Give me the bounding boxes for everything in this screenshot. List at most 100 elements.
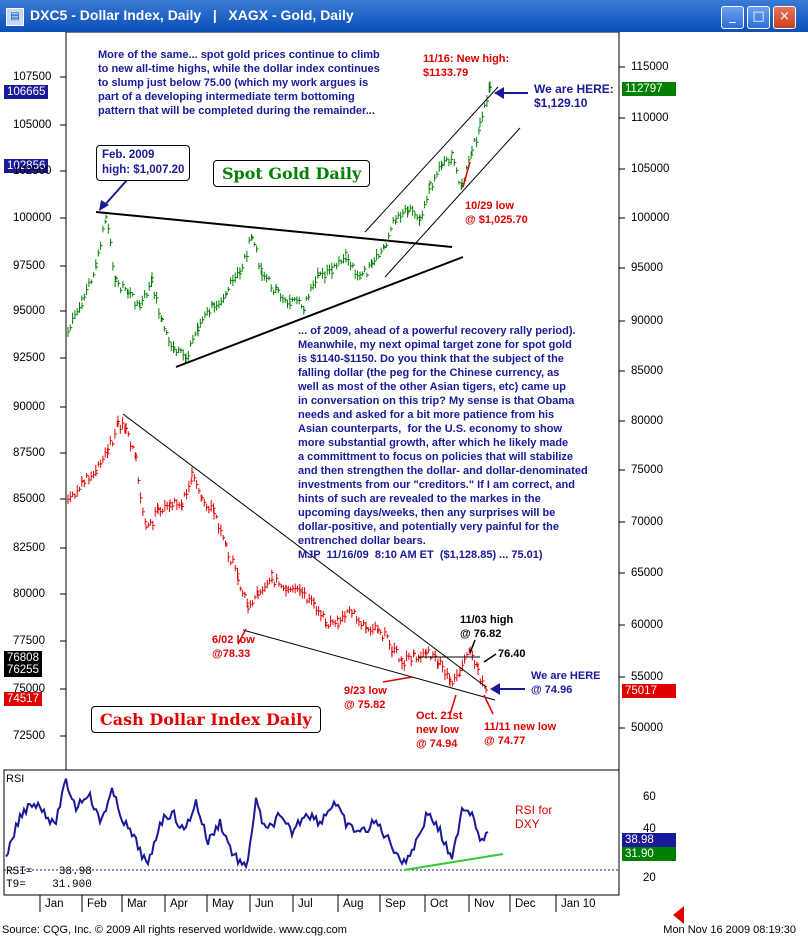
left-axis-tick-label: 80000	[13, 588, 45, 600]
minimize-button[interactable]: _	[721, 6, 744, 29]
left-badge-dxy-high: 76808	[4, 651, 42, 665]
chart-canvas	[3, 31, 684, 924]
oct21-pointer	[449, 694, 457, 715]
oct29-pointer	[462, 161, 471, 188]
app-icon: ▤	[6, 8, 24, 26]
left-axis-tick-label: 102500	[13, 165, 52, 177]
annotation-jun02-low: 6/02 low @78.33	[212, 634, 255, 660]
right-badge-dxy-last: 75017	[622, 684, 676, 698]
right-badge-gold-last: 112797	[622, 82, 676, 96]
annotation-gold-here: We are HERE: $1,129.10	[534, 82, 614, 110]
label-cash-dollar-index: Cash Dollar Index Daily	[91, 706, 321, 733]
right-axis-tick-label: 110000	[631, 112, 669, 124]
dxy-support-line	[242, 629, 496, 701]
left-axis	[60, 76, 66, 737]
sep23-pointer	[382, 676, 413, 683]
month-label: Jan 10	[561, 898, 596, 910]
rsi-divergence-line	[403, 853, 504, 871]
nov03-pointer	[469, 639, 476, 654]
right-axis-tick-label: 70000	[631, 516, 663, 528]
commentary-top: More of the same... spot gold prices con…	[98, 49, 380, 117]
right-axis-tick-label: 105000	[631, 163, 670, 175]
annotation-nov03-high: 11/03 high @ 76.82	[460, 614, 514, 640]
left-axis-tick-label: 100000	[13, 212, 52, 224]
month-label: Apr	[170, 898, 188, 910]
month-label: Oct	[430, 898, 448, 910]
chart-area: 106665 102856 76808 76255 74517 112797 7…	[0, 31, 808, 936]
left-axis-tick-label: 87500	[13, 447, 45, 459]
right-axis-tick-label: 55000	[631, 671, 663, 683]
right-axis-tick-label: 75000	[631, 464, 663, 476]
left-axis-tick-label: 72500	[13, 730, 45, 742]
right-axis-tick-label: 85000	[631, 365, 663, 377]
commentary-middle: ... of 2009, ahead of a powerful recover…	[298, 325, 588, 561]
rsi-readout-t9: T9= 31.900	[6, 879, 92, 891]
left-badge-gold-low: 102856	[4, 159, 49, 173]
feb-high-arrow	[102, 179, 128, 208]
month-label: Jul	[298, 898, 313, 910]
left-axis-tick-label: 97500	[13, 260, 45, 272]
gold-resistance-trendline	[95, 211, 453, 248]
rsi-badge-avg: 31.90	[622, 847, 676, 861]
right-axis-tick-label: 90000	[631, 315, 663, 327]
annotation-feb-high: Feb. 2009 high: $1,007.20	[96, 145, 191, 181]
month-label: Aug	[343, 898, 364, 910]
left-axis-tick-label: 95000	[13, 305, 45, 317]
dollar-index-series	[67, 415, 488, 693]
left-axis-tick-label: 85000	[13, 493, 45, 505]
gold-channel-upper	[364, 86, 499, 233]
left-axis-tick-label: 92500	[13, 352, 45, 364]
title-bar: ▤ DXC5 - Dollar Index, Daily | XAGX - Go…	[0, 0, 808, 32]
month-label: Feb	[87, 898, 107, 910]
rsi-readout-value: RSI= 38.98	[6, 866, 92, 878]
right-axis-tick-label: 100000	[631, 212, 670, 224]
left-axis-tick-label: 105000	[13, 119, 52, 131]
rsi-tick-20: 20	[643, 872, 656, 884]
rsi-polyline	[5, 778, 489, 870]
left-axis-tick-label: 82500	[13, 542, 45, 554]
rsi-tick-60: 60	[643, 791, 656, 803]
month-label: Jun	[255, 898, 274, 910]
maximize-button[interactable]: □	[747, 6, 770, 29]
gold-here-arrowhead	[494, 87, 504, 99]
left-axis-tick-label: 77500	[13, 635, 45, 647]
rsi-panel	[3, 769, 620, 896]
time-axis	[39, 895, 557, 912]
right-axis-tick-label: 95000	[631, 262, 663, 274]
close-button[interactable]: ×	[773, 6, 796, 29]
left-axis-tick-label: 107500	[13, 71, 52, 83]
rsi-panel-title: RSI	[6, 773, 25, 785]
annotation-dxy-here: We are HERE @ 74.96	[531, 670, 601, 696]
month-label: Mar	[127, 898, 147, 910]
right-axis-tick-label: 50000	[631, 722, 663, 734]
rsi-line	[5, 778, 489, 870]
rsi-tick-40: 40	[643, 823, 656, 835]
month-label: Jan	[45, 898, 64, 910]
annotation-nov11-low: 11/11 new low @ 74.77	[484, 721, 557, 747]
right-axis-tick-label: 80000	[631, 415, 663, 427]
jun02-pointer	[237, 628, 247, 645]
month-label: May	[212, 898, 234, 910]
footer-timestamp: Mon Nov 16 2009 08:19:30	[663, 924, 796, 936]
nov11-pointer	[483, 694, 494, 715]
scroll-left-icon[interactable]	[673, 906, 684, 924]
7640-pointer	[483, 653, 497, 663]
left-badge-dxy-last: 74517	[4, 692, 42, 706]
annotation-oct29-low: 10/29 low @ $1,025.70	[465, 200, 528, 226]
gold-price-series	[67, 81, 492, 364]
annotation-7640: 76.40	[498, 648, 526, 660]
month-label: Sep	[385, 898, 406, 910]
right-axis-tick-label: 60000	[631, 619, 663, 631]
label-spot-gold: Spot Gold Daily	[213, 160, 371, 187]
footer-source: Source: CQG, Inc. © 2009 All rights rese…	[2, 924, 347, 936]
rsi-badge-value: 38.98	[622, 833, 676, 847]
annotation-rsi-dxy: RSI for DXY	[515, 803, 553, 831]
window-title: DXC5 - Dollar Index, Daily | XAGX - Gold…	[30, 7, 354, 23]
right-axis	[619, 66, 625, 729]
right-axis-tick-label: 115000	[631, 61, 669, 73]
left-badge-dxy-mid: 76255	[4, 663, 42, 677]
left-axis-tick-label: 90000	[13, 401, 45, 413]
right-axis-tick-label: 65000	[631, 567, 663, 579]
left-badge-gold-high: 106665	[4, 85, 49, 99]
gold-channel-lower	[384, 127, 521, 278]
